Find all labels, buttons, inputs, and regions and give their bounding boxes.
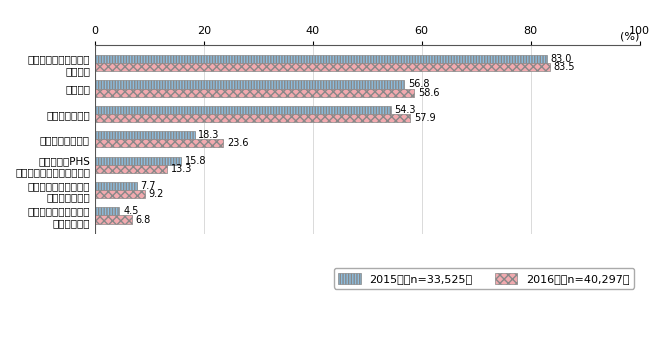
Text: 15.8: 15.8 [185,156,206,166]
Bar [95,114,410,122]
Bar [95,216,132,223]
Text: 54.3: 54.3 [394,105,416,115]
Legend: 2015年（n=33,525）, 2016年（n=40,297）: 2015年（n=33,525）, 2016年（n=40,297） [334,268,634,288]
Text: 4.5: 4.5 [123,206,138,216]
Text: 9.2: 9.2 [149,189,164,199]
Text: 13.3: 13.3 [171,164,192,174]
Bar [95,88,414,97]
Bar [95,55,547,63]
Bar [95,190,145,198]
Text: 83.5: 83.5 [553,62,575,72]
Text: 83.0: 83.0 [551,54,572,64]
Bar [95,106,390,114]
Text: 6.8: 6.8 [136,214,151,225]
Bar [95,139,223,147]
Bar [95,81,404,88]
Text: 56.8: 56.8 [408,79,430,90]
Bar [95,63,550,71]
Text: 7.7: 7.7 [140,181,156,191]
Text: 23.6: 23.6 [227,138,249,148]
Bar [95,182,137,190]
Bar [95,131,195,139]
Bar [95,165,168,173]
Text: 18.3: 18.3 [198,130,219,140]
Text: 58.6: 58.6 [418,88,440,97]
Text: 57.9: 57.9 [414,113,436,123]
Bar [95,207,120,216]
Text: (%): (%) [620,31,640,41]
Bar [95,157,181,165]
